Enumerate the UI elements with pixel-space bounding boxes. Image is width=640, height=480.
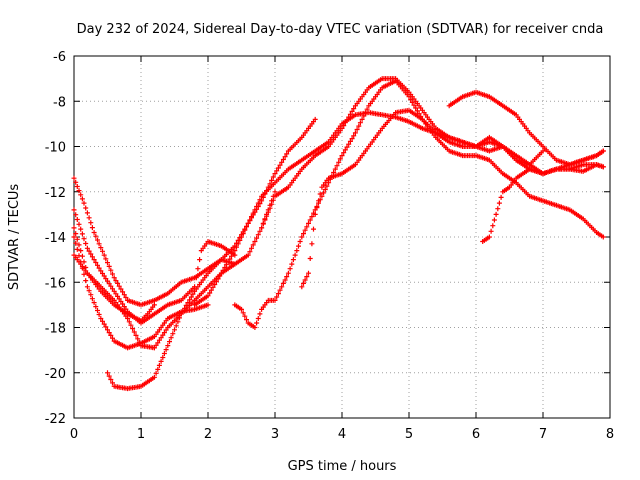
x-tick-label: 2 (204, 427, 212, 442)
x-tick-label: 6 (472, 427, 480, 442)
series-arc-12 (480, 162, 606, 244)
grid-lines (74, 56, 610, 418)
data-marks (71, 76, 606, 392)
x-axis-label: GPS time / hours (288, 459, 397, 474)
x-tick-label: 1 (137, 427, 145, 442)
y-tick-label: -18 (45, 322, 66, 337)
axis-ticks: 0 1 2 3 4 5 6 7 8 -6 -8 -10 -12 -14 -16 -18 -20 -22 (45, 50, 614, 442)
y-tick-label: -8 (53, 95, 66, 110)
series-arc-11 (446, 89, 606, 168)
x-tick-label: 5 (405, 427, 413, 442)
y-tick-label: -20 (45, 367, 66, 382)
series-arc-3 (71, 234, 211, 351)
y-tick-label: -14 (45, 231, 66, 246)
x-tick-label: 8 (606, 427, 614, 442)
x-tick-label: 4 (338, 427, 346, 442)
series-arc-9 (299, 107, 546, 290)
y-tick-label: -16 (45, 276, 66, 291)
y-tick-label: -10 (45, 141, 66, 156)
series-arc-6 (105, 116, 318, 392)
y-tick-label: -22 (45, 412, 66, 427)
x-tick-label: 0 (70, 427, 78, 442)
x-tick-label: 3 (271, 427, 279, 442)
y-axis-label: SDTVAR / TECUs (7, 184, 22, 291)
y-tick-label: -6 (53, 50, 66, 65)
y-tick-label: -12 (45, 186, 66, 201)
chart-title: Day 232 of 2024, Sidereal Day-to-day VTE… (77, 22, 604, 37)
x-tick-label: 7 (539, 427, 547, 442)
